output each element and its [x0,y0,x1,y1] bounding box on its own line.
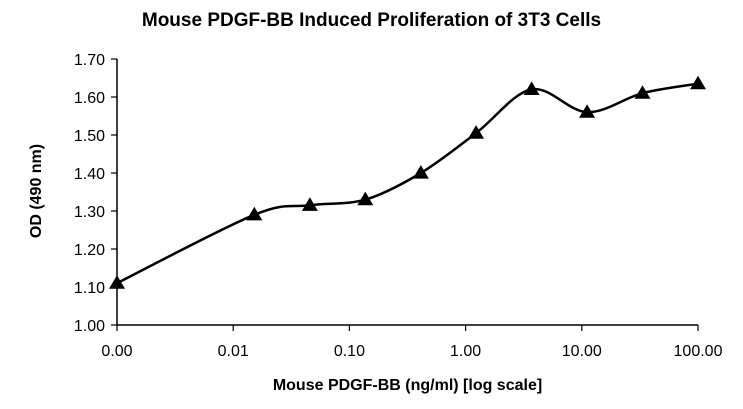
data-point-marker [301,197,318,211]
data-point-marker [690,75,706,90]
x-tick-label: 1.00 [450,343,481,360]
y-tick-label: 1.60 [74,90,105,107]
data-point-marker [412,165,429,179]
data-point-marker [634,85,651,99]
x-tick-label: 0.01 [218,343,249,360]
x-axis-label: Mouse PDGF-BB (ng/ml) [log scale] [272,377,543,394]
y-tick-label: 1.10 [74,280,105,297]
x-tick-label: 0.00 [101,343,132,360]
y-tick-label: 1.20 [74,242,105,259]
chart-title: Mouse PDGF-BB Induced Proliferation of 3… [141,10,602,31]
data-point-marker [357,191,374,206]
y-tick-label: 1.40 [74,166,105,183]
x-tick-label: 100.00 [674,343,723,360]
y-tick-label: 1.30 [74,204,105,221]
data-point-marker [579,104,596,118]
data-point-marker [109,275,125,289]
y-tick-label: 1.70 [74,52,105,69]
x-tick-label: 10.00 [562,343,602,360]
data-point-marker [523,81,540,95]
series-line [116,82,699,285]
y-tick-label: 1.00 [74,318,105,335]
y-tick-label: 1.50 [74,128,105,145]
data-point-marker [246,206,263,221]
x-tick-label: 0.10 [334,343,365,360]
data-point-marker [468,125,485,139]
